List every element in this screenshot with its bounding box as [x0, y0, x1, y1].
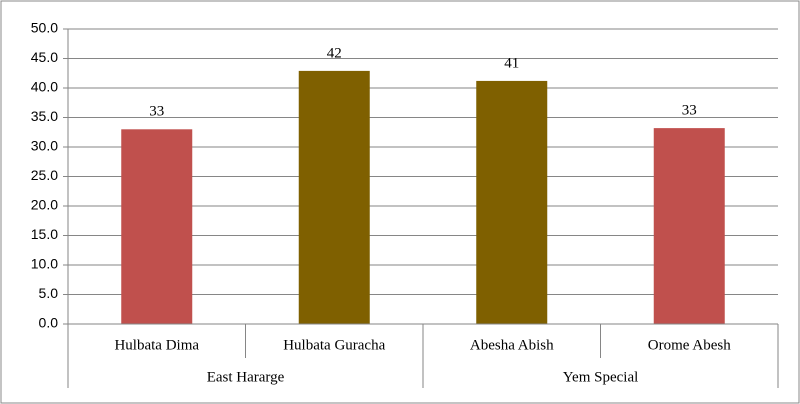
- y-tick-label: 5.0: [39, 285, 59, 301]
- bar: [653, 128, 725, 324]
- x-tick-label: Abesha Abish: [470, 337, 554, 353]
- y-tick-label: 40.0: [31, 79, 58, 95]
- group-label: Yem Special: [563, 369, 639, 385]
- x-tick-label: Hulbata Dima: [114, 337, 199, 353]
- y-tick-label: 10.0: [31, 256, 58, 272]
- y-tick-label: 25.0: [31, 167, 58, 183]
- y-tick-label: 45.0: [31, 49, 58, 65]
- y-tick-label: 0.0: [39, 315, 59, 331]
- y-tick-label: 50.0: [31, 20, 58, 36]
- y-tick-label: 30.0: [31, 138, 58, 154]
- bar: [121, 129, 193, 324]
- x-tick-label: Orome Abesh: [648, 337, 731, 353]
- y-tick-label: 15.0: [31, 226, 58, 242]
- bar: [476, 80, 548, 324]
- data-label: 33: [149, 104, 164, 120]
- data-label: 41: [504, 55, 519, 71]
- x-tick-label: Hulbata Guracha: [283, 337, 385, 353]
- group-label: East Hararge: [207, 369, 285, 385]
- y-tick-label: 35.0: [31, 108, 58, 124]
- y-tick-label: 20.0: [31, 197, 58, 213]
- bar: [298, 70, 370, 324]
- data-label: 33: [682, 103, 697, 119]
- data-label: 42: [327, 45, 342, 61]
